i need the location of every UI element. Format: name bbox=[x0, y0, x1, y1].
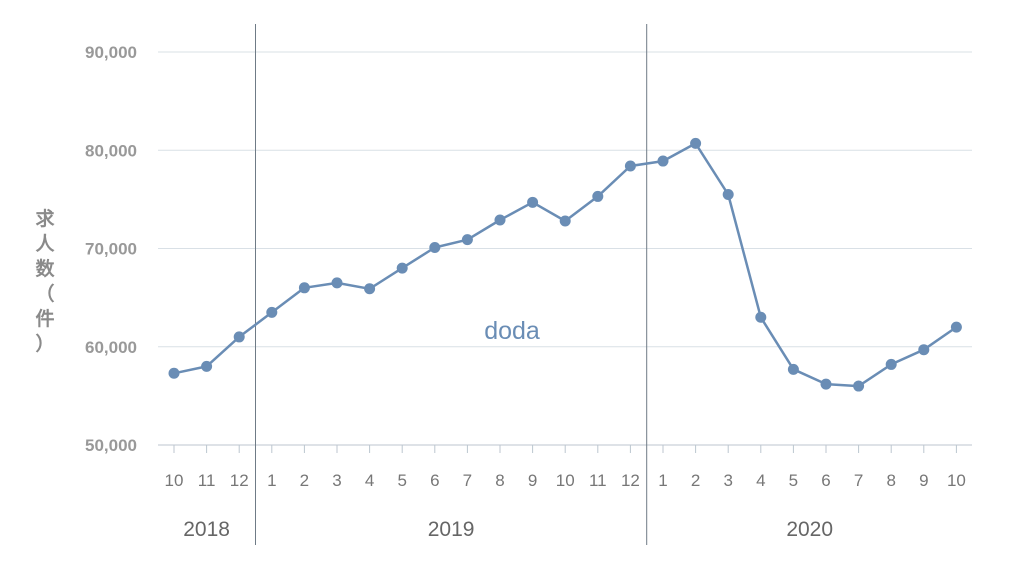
data-point bbox=[331, 277, 343, 289]
data-point bbox=[657, 155, 669, 167]
x-tick-label: 1 bbox=[658, 471, 667, 490]
data-point bbox=[592, 190, 604, 202]
x-tick-label: 7 bbox=[854, 471, 863, 490]
x-tick-label: 6 bbox=[821, 471, 830, 490]
x-tick-label: 2 bbox=[691, 471, 700, 490]
y-axis: 50,000 60,000 70,000 80,000 90,000 bbox=[85, 43, 137, 455]
y-tick-label: 50,000 bbox=[85, 436, 137, 455]
x-tick-label: 10 bbox=[165, 471, 184, 490]
x-tick-label: 11 bbox=[589, 471, 607, 490]
x-tick-label: 8 bbox=[886, 471, 895, 490]
y-tick-label: 80,000 bbox=[85, 141, 137, 160]
data-point bbox=[429, 242, 441, 254]
x-tick-label: 8 bbox=[495, 471, 504, 490]
series-line bbox=[173, 142, 958, 388]
data-point bbox=[755, 311, 767, 323]
x-tick-label: 2 bbox=[300, 471, 309, 490]
x-axis: 10 11 12 1 2 3 4 5 6 7 8 9 10 11 12 1 2 3 4 5 6 7 8 9 10 bbox=[165, 445, 966, 490]
data-point bbox=[918, 344, 930, 356]
x-tick-label: 6 bbox=[430, 471, 439, 490]
year-label: 2019 bbox=[428, 518, 475, 541]
data-point bbox=[950, 321, 962, 333]
x-tick-label: 3 bbox=[332, 471, 341, 490]
data-point bbox=[298, 282, 310, 294]
y-axis-label: 求人数（件） bbox=[35, 207, 55, 355]
x-tick-label: 4 bbox=[756, 471, 765, 490]
y-tick-label: 90,000 bbox=[85, 43, 137, 62]
series-label: doda bbox=[484, 317, 540, 345]
data-point bbox=[266, 306, 278, 318]
data-point bbox=[690, 137, 702, 149]
x-tick-label: 11 bbox=[198, 471, 216, 490]
data-point bbox=[885, 358, 897, 370]
data-point bbox=[820, 378, 832, 390]
data-point bbox=[722, 188, 734, 200]
x-tick-label: 9 bbox=[528, 471, 537, 490]
x-tick-label: 10 bbox=[947, 471, 966, 490]
x-tick-label: 3 bbox=[723, 471, 732, 490]
grid-lines bbox=[158, 51, 972, 446]
year-axis: 2018 2019 2020 bbox=[183, 24, 833, 545]
x-tick-label: 9 bbox=[919, 471, 928, 490]
x-tick-label: 5 bbox=[397, 471, 406, 490]
x-tick-label: 7 bbox=[463, 471, 472, 490]
data-point bbox=[396, 262, 408, 274]
x-tick-label: 5 bbox=[789, 471, 798, 490]
data-point bbox=[201, 360, 213, 372]
x-tick-label: 10 bbox=[556, 471, 575, 490]
data-point bbox=[494, 214, 506, 226]
data-point bbox=[233, 331, 245, 343]
data-point bbox=[461, 234, 473, 246]
x-tick-label: 12 bbox=[621, 471, 640, 490]
x-tick-label: 12 bbox=[230, 471, 249, 490]
year-label: 2020 bbox=[786, 518, 833, 541]
data-point bbox=[853, 380, 865, 392]
y-tick-label: 60,000 bbox=[85, 338, 137, 357]
data-point bbox=[527, 196, 539, 208]
data-point bbox=[624, 160, 636, 172]
year-label: 2018 bbox=[183, 518, 230, 541]
x-tick-label: 4 bbox=[365, 471, 374, 490]
data-point bbox=[559, 215, 571, 227]
data-point bbox=[168, 367, 180, 379]
data-point bbox=[364, 283, 376, 295]
y-tick-label: 70,000 bbox=[85, 240, 137, 259]
x-tick-label: 1 bbox=[267, 471, 276, 490]
data-point bbox=[787, 363, 799, 375]
series: doda bbox=[168, 137, 962, 392]
